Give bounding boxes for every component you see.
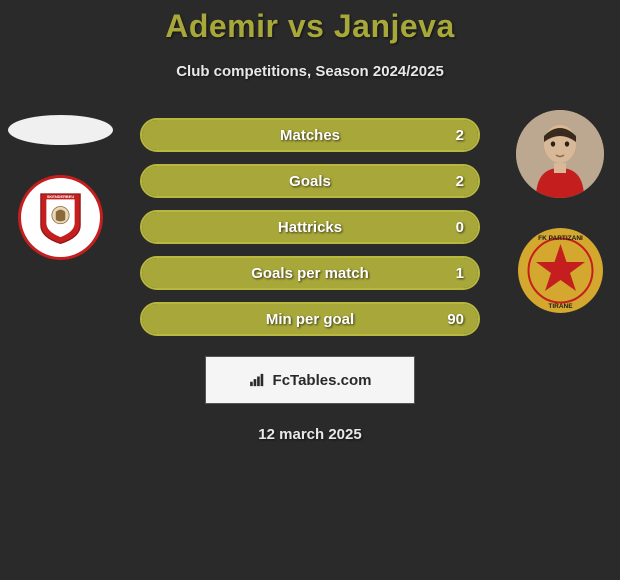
player-avatar [516,110,604,198]
stat-bar: Matches 2 [140,118,480,152]
date-label: 12 march 2025 [258,426,361,443]
stat-bar: Goals 2 [140,164,480,198]
stat-bar: Goals per match 1 [140,256,480,290]
stat-right-value: 90 [447,311,464,328]
player-photo-icon [516,110,604,198]
stat-bar: Hattricks 0 [140,210,480,244]
page-title: Ademir vs Janjeva [165,8,455,45]
watermark-box: FcTables.com [205,356,415,404]
comparison-area: SKENDERBEU Matches 2 Goals 2 Hattricks 0 Goals… [0,110,620,336]
page-subtitle: Club competitions, Season 2024/2025 [176,63,444,80]
stat-label: Goals [289,173,331,190]
svg-text:FK PARTIZANI: FK PARTIZANI [538,235,583,242]
club-logo-left: SKENDERBEU [18,175,103,260]
chart-icon [249,373,267,387]
stat-label: Hattricks [278,219,342,236]
stat-right-value: 1 [456,265,464,282]
skenderbeu-badge-icon: SKENDERBEU [33,190,88,245]
partizani-badge-icon: FK PARTIZANI TIRANE [518,228,603,313]
player-avatar-placeholder [8,115,113,145]
stat-right-value: 2 [456,127,464,144]
stat-right-value: 0 [456,219,464,236]
watermark-text: FcTables.com [273,372,372,389]
club-logo-right: FK PARTIZANI TIRANE [518,228,603,313]
svg-text:TIRANE: TIRANE [548,303,573,310]
stats-column: Matches 2 Goals 2 Hattricks 0 Goals per match 1… [120,110,500,336]
stat-label: Goals per match [251,265,369,282]
stat-label: Min per goal [266,311,354,328]
right-side: FK PARTIZANI TIRANE [500,110,620,313]
stat-label: Matches [280,127,340,144]
svg-text:SKENDERBEU: SKENDERBEU [46,194,74,199]
stat-bar: Min per goal 90 [140,302,480,336]
stat-right-value: 2 [456,173,464,190]
left-side: SKENDERBEU [0,110,120,260]
